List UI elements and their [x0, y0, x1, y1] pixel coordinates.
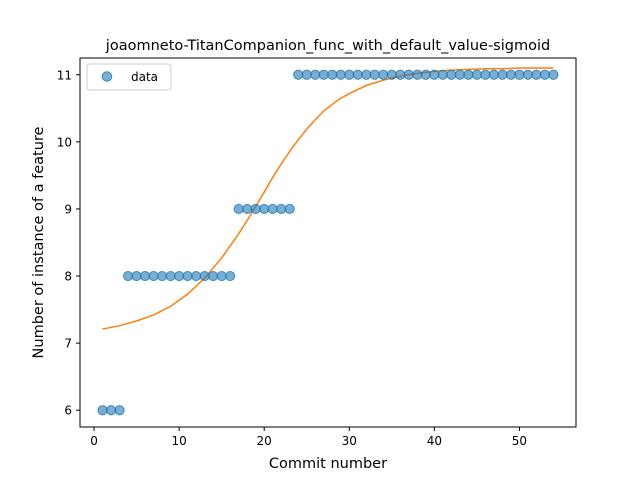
data-point: [454, 69, 465, 80]
data-point: [182, 270, 193, 282]
data-point: [522, 69, 534, 80]
plot-area: [79, 57, 577, 428]
x-axis-label: Commit number: [269, 456, 387, 472]
data-point: [463, 69, 474, 80]
x-tick-label: 20: [257, 434, 272, 448]
data-point: [259, 203, 270, 215]
y-tick-label: 9: [64, 202, 72, 216]
y-tick-label: 8: [64, 270, 72, 284]
data-point: [420, 69, 431, 80]
data-point: [165, 270, 176, 282]
data-point: [378, 69, 389, 80]
data-point: [284, 203, 295, 215]
data-point: [471, 69, 482, 80]
x-axis: 0 10 20 30 40 50: [90, 427, 527, 448]
data-point: [293, 69, 304, 80]
data-point: [174, 270, 185, 282]
data-point: [429, 69, 440, 80]
data-point: [327, 69, 338, 80]
data-point: [114, 405, 125, 416]
x-tick-label: 30: [342, 434, 357, 448]
legend-frame: [86, 63, 172, 91]
y-tick-label: 7: [64, 337, 72, 351]
y-tick-label: 11: [57, 68, 72, 82]
data-point: [505, 69, 517, 80]
y-axis-label: Number of instance of a feature: [31, 126, 47, 358]
data-point: [276, 203, 287, 215]
x-tick-label: 50: [512, 434, 527, 448]
data-point: [344, 69, 355, 80]
data-point: [480, 69, 491, 80]
legend-label-data: data: [131, 70, 158, 84]
data-point: [216, 270, 227, 282]
data-point: [446, 69, 457, 80]
data-point: [131, 270, 142, 282]
y-axis: 6 7 8 9 10 11: [57, 68, 80, 418]
legend-marker: [101, 71, 113, 82]
data-point: [539, 69, 551, 80]
data-point: [548, 69, 559, 80]
data-point: [335, 69, 346, 80]
x-tick-label: 40: [427, 434, 442, 448]
chart-title: joaomneto-TitanCompanion_func_with_defau…: [105, 38, 550, 54]
data-point: [437, 69, 448, 80]
data-point: [199, 270, 210, 282]
data-point: [497, 69, 508, 80]
fit-series: [102, 67, 554, 330]
data-point: [242, 203, 253, 215]
legend: data: [86, 63, 172, 91]
data-point: [191, 270, 202, 282]
y-tick-label: 10: [57, 135, 72, 149]
data-point: [157, 270, 168, 282]
x-tick-label: 10: [171, 434, 186, 448]
data-point: [97, 405, 108, 416]
data-point: [352, 69, 363, 80]
data-point: [267, 203, 278, 215]
data-point: [395, 69, 406, 80]
data-point: [403, 69, 414, 80]
data-point: [301, 69, 312, 80]
data-point: [148, 270, 159, 282]
data-point: [369, 69, 380, 80]
data-point: [514, 69, 525, 80]
data-series: [97, 69, 559, 416]
data-point: [531, 69, 542, 80]
data-point: [105, 405, 117, 416]
x-tick-label: 0: [90, 434, 98, 448]
data-point: [208, 270, 219, 282]
data-point: [139, 270, 151, 282]
data-point: [225, 270, 236, 282]
data-point: [412, 69, 423, 80]
data-point: [233, 203, 244, 215]
data-point: [361, 69, 372, 80]
data-point: [386, 69, 397, 80]
data-point: [318, 69, 329, 80]
data-point: [488, 69, 499, 80]
data-point: [250, 203, 261, 215]
fit-line: [102, 67, 554, 330]
data-point: [122, 270, 134, 282]
y-tick-label: 6: [64, 404, 72, 418]
data-point: [310, 69, 321, 80]
